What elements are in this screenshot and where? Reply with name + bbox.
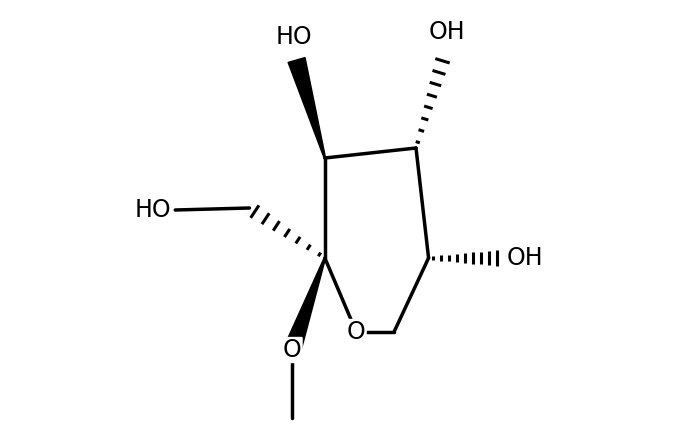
Polygon shape: [284, 258, 326, 353]
Text: O: O: [347, 320, 365, 344]
Text: O: O: [283, 338, 302, 362]
Text: OH: OH: [428, 20, 465, 44]
Text: HO: HO: [134, 198, 171, 222]
Text: OH: OH: [506, 246, 542, 270]
Polygon shape: [288, 58, 326, 158]
Text: HO: HO: [276, 25, 313, 49]
